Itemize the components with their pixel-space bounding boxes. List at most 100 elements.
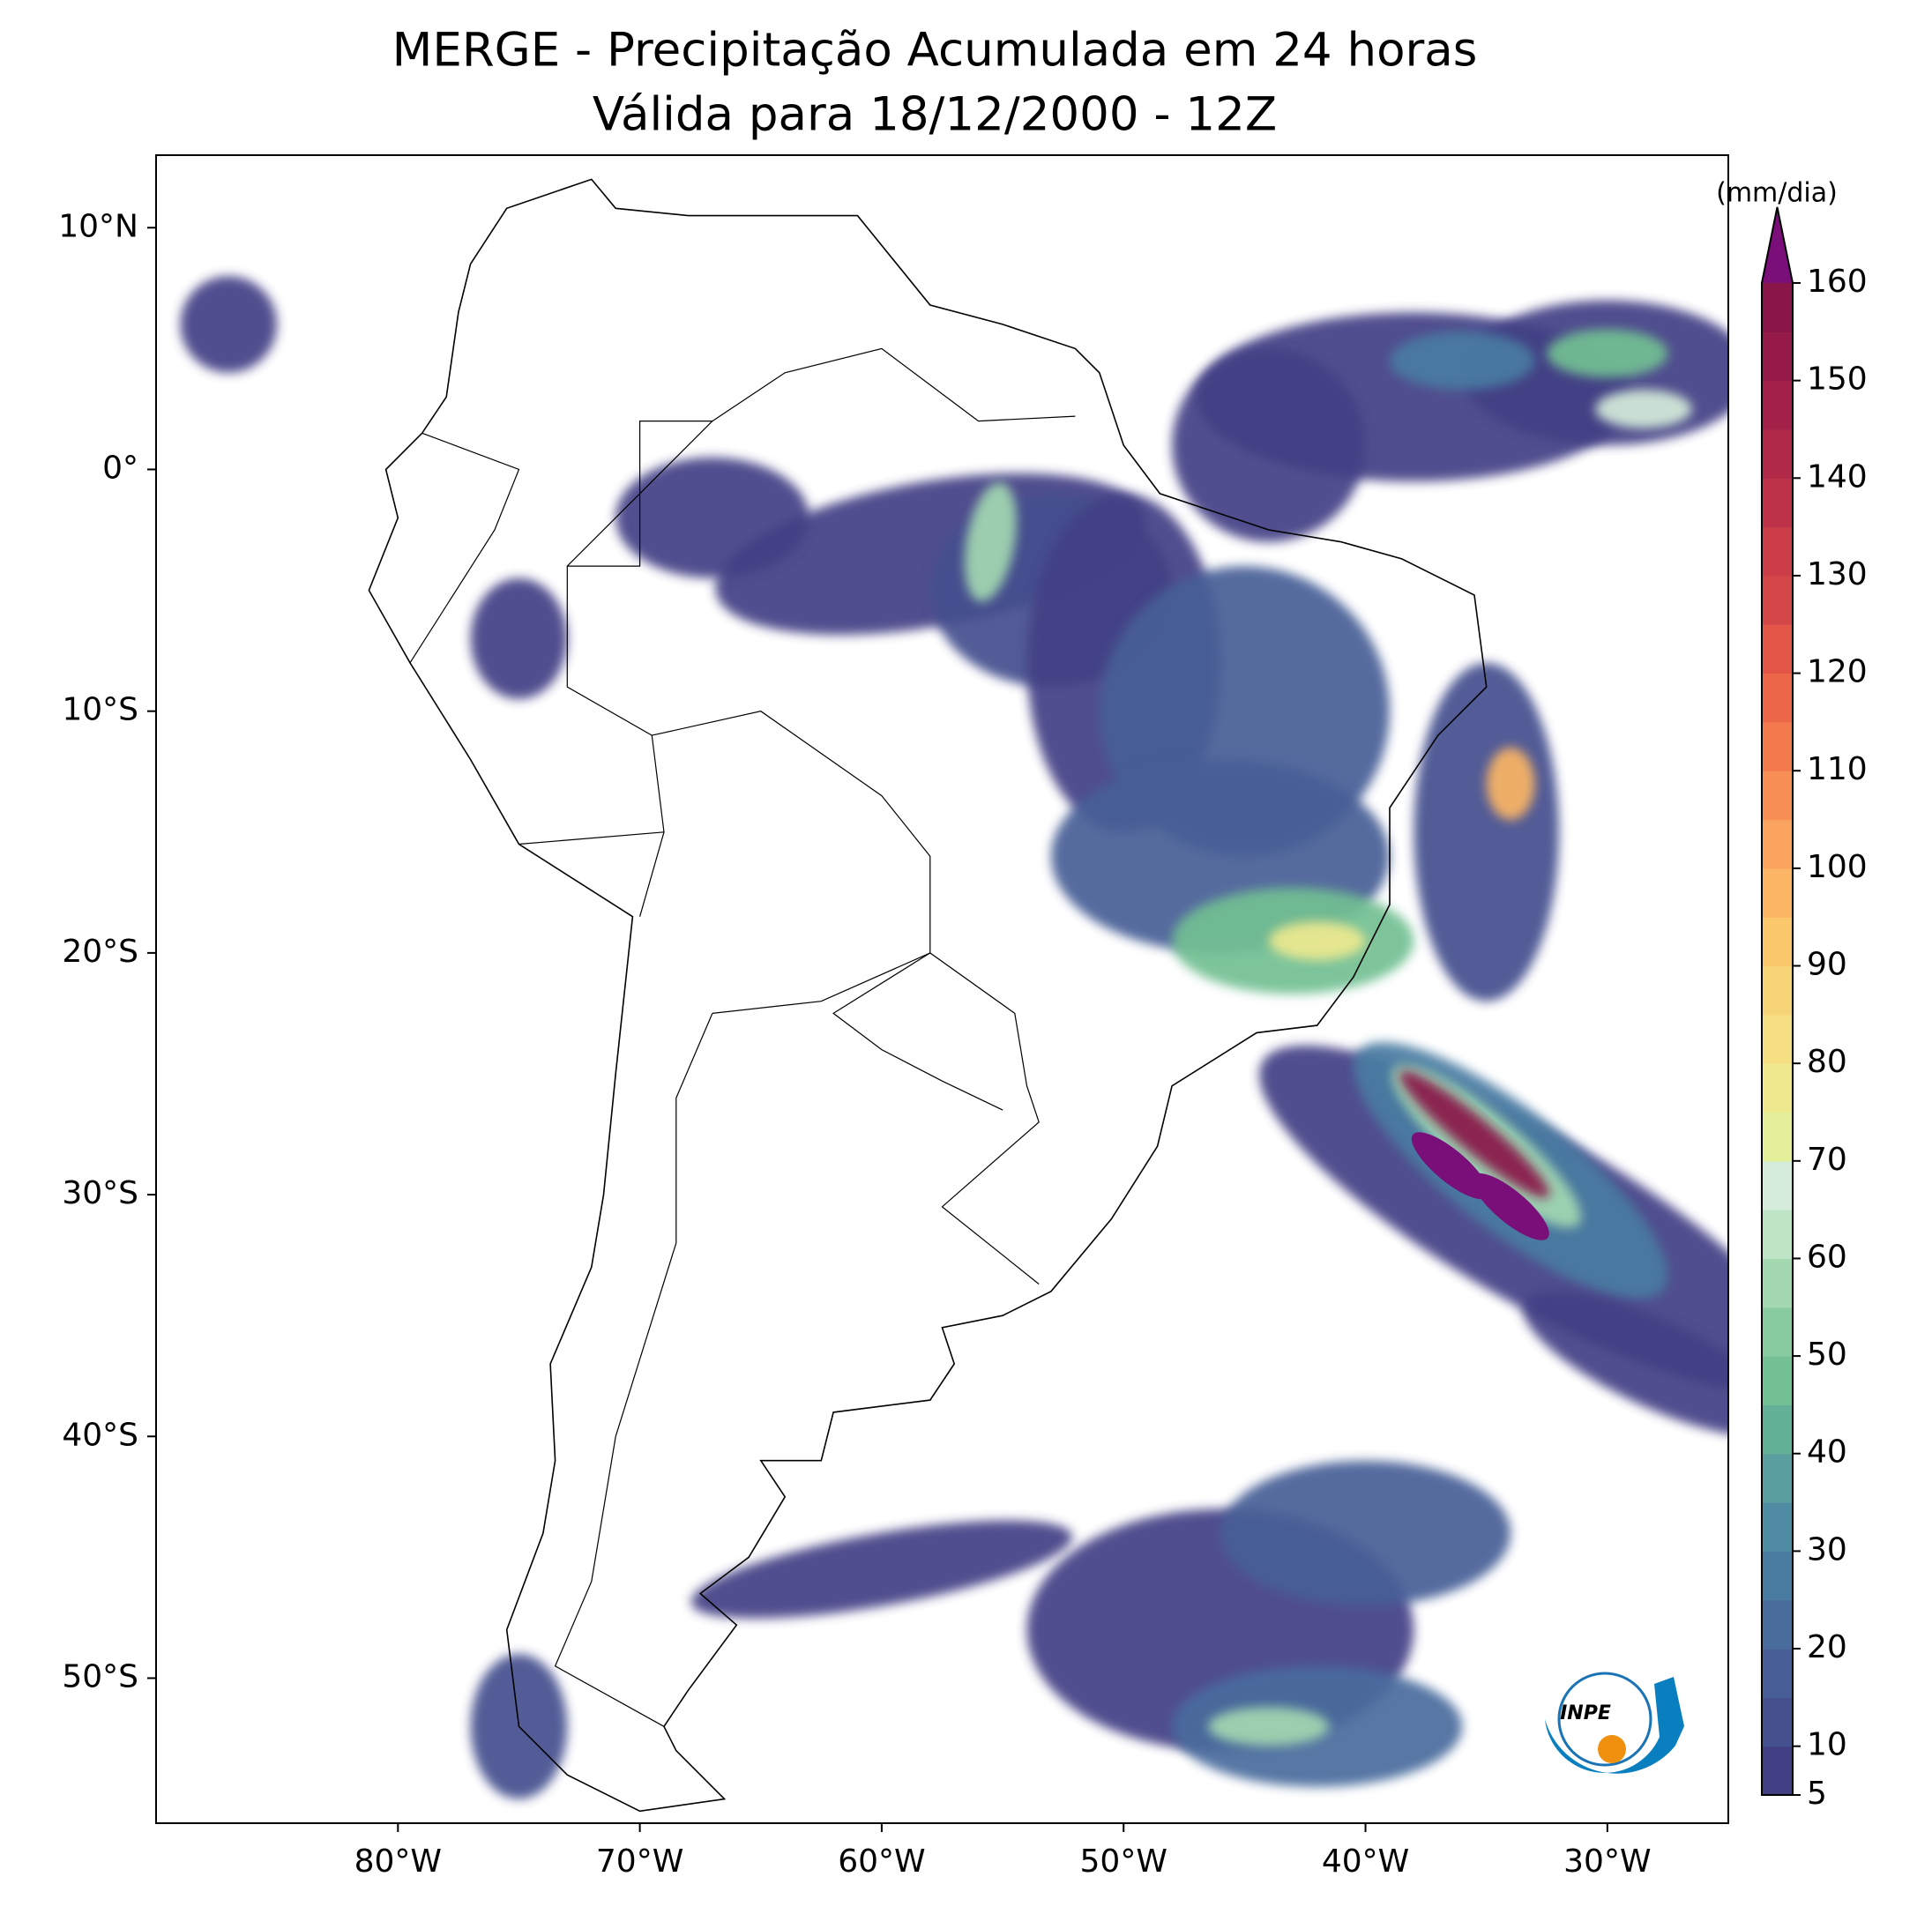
y-tick-label: 40°S — [62, 1417, 138, 1453]
precip-area — [1486, 747, 1535, 821]
colorbar-tick-label: 70 — [1807, 1142, 1847, 1178]
border — [566, 421, 713, 567]
colorbar-bin — [1762, 1551, 1793, 1601]
precip-core — [1472, 1173, 1549, 1240]
colorbar-tick-label: 90 — [1807, 947, 1847, 983]
colorbar-bin — [1762, 965, 1793, 1016]
colorbar: (mm/dia) 5 10 20 30 40 50 60 70 80 90 100 110 120 130 1… — [1716, 178, 1868, 1813]
colorbar-bin — [1762, 1356, 1793, 1406]
x-tick-label: 70°W — [596, 1843, 683, 1880]
colorbar-bin — [1762, 1649, 1793, 1698]
colorbar-bin — [1762, 1063, 1793, 1113]
border — [712, 952, 931, 1014]
map-area — [180, 178, 1728, 1813]
y-tick-label: 0° — [102, 450, 138, 486]
colorbar-bin — [1762, 283, 1793, 332]
logo-arrow — [1545, 1677, 1684, 1774]
precip-area — [1547, 329, 1668, 378]
precip-area — [964, 482, 1017, 602]
y-tick-label: 50°S — [62, 1658, 138, 1694]
colorbar-tick-label: 30 — [1807, 1531, 1847, 1568]
precip-area — [1414, 662, 1559, 1002]
colorbar-tick-label: 80 — [1807, 1044, 1847, 1080]
precip-area — [1523, 1291, 1728, 1437]
colorbar-label: (mm/dia) — [1716, 178, 1838, 209]
precip-area — [1172, 348, 1366, 542]
colorbar-bin — [1762, 1599, 1793, 1650]
colorbar-bin — [1762, 1160, 1793, 1210]
logo: INPE — [1545, 1672, 1684, 1774]
logo-dot — [1598, 1735, 1626, 1763]
logo-orbit — [1557, 1672, 1652, 1767]
colorbar-bin — [1762, 1404, 1793, 1455]
x-tick-label: 30°W — [1563, 1843, 1651, 1880]
x-tick-label: 40°W — [1322, 1843, 1409, 1880]
precip-area — [1389, 331, 1535, 390]
precip-area — [1220, 1460, 1511, 1606]
precip-area — [180, 276, 278, 373]
colorbar-bin — [1762, 868, 1793, 918]
colorbar-bin — [1762, 1697, 1793, 1747]
colorbar-outline — [1761, 206, 1794, 1796]
y-tick-label: 20°S — [62, 934, 138, 970]
x-tick-label: 80°W — [354, 1843, 442, 1880]
colorbar-tick-label: 100 — [1807, 849, 1868, 885]
colorbar-bin — [1762, 673, 1793, 723]
x-tick-label: 50°W — [1080, 1843, 1167, 1880]
colorbar-tick-label: 120 — [1807, 654, 1868, 690]
precip-area — [615, 457, 809, 578]
precip-core — [1411, 1132, 1489, 1200]
colorbar-bin — [1762, 721, 1793, 771]
y-tick-label: 10°S — [62, 692, 138, 728]
border — [832, 952, 1003, 1111]
precip-area — [1208, 1707, 1330, 1746]
colorbar-tick-label: 110 — [1807, 751, 1868, 787]
coastline — [368, 178, 1488, 1813]
colorbar-bin — [1762, 771, 1793, 821]
precip-area — [470, 577, 568, 699]
colorbar-bin — [1762, 624, 1793, 674]
colorbar-bin — [1762, 917, 1793, 967]
y-tick-label: 30°S — [62, 1175, 138, 1211]
border — [652, 711, 1040, 1285]
colorbar-bin — [1762, 1453, 1793, 1503]
colorbar-bin — [1762, 1014, 1793, 1064]
colorbar-tick-label: 5 — [1807, 1776, 1827, 1812]
colorbar-tick-label: 60 — [1807, 1239, 1847, 1275]
colorbar-bin — [1762, 1258, 1793, 1308]
logo-text: INPE — [1560, 1702, 1611, 1724]
colorbar-tick-label: 160 — [1807, 264, 1868, 300]
colorbar-bin — [1762, 380, 1793, 430]
subtitle: Válida para 18/12/2000 - 12Z — [593, 88, 1277, 142]
colorbar-tick-label: 130 — [1807, 556, 1868, 592]
colorbar-bin — [1762, 1307, 1793, 1357]
colorbar-bin — [1762, 1502, 1793, 1552]
colorbar-extend — [1762, 207, 1793, 283]
border — [409, 432, 520, 664]
colorbar-bin — [1762, 331, 1793, 382]
border — [518, 831, 665, 845]
colorbar-tick-label: 10 — [1807, 1727, 1847, 1763]
title: MERGE - Precipitação Acumulada em 24 hor… — [392, 24, 1478, 78]
colorbar-bin — [1762, 478, 1793, 528]
precip-area — [1268, 921, 1366, 961]
colorbar-bin — [1762, 1112, 1793, 1162]
colorbar-tick-label: 40 — [1807, 1434, 1847, 1471]
colorbar-bin — [1762, 1210, 1793, 1260]
colorbar-bin — [1762, 1746, 1793, 1796]
colorbar-bin — [1762, 428, 1793, 479]
colorbar-tick-label: 150 — [1807, 361, 1868, 398]
y-tick-label: 10°N — [58, 208, 138, 244]
colorbar-bin — [1762, 819, 1793, 869]
x-tick-label: 60°W — [838, 1843, 925, 1880]
map-frame — [155, 154, 1729, 1824]
border — [554, 1013, 713, 1727]
precip-area — [1595, 389, 1692, 428]
colorbar-bin — [1762, 526, 1793, 577]
colorbar-tick-label: 20 — [1807, 1629, 1847, 1665]
precip-area — [1399, 1070, 1549, 1198]
precip-area — [690, 1520, 1073, 1619]
colorbar-tick-label: 140 — [1807, 458, 1868, 495]
axes: 80°W 70°W 60°W 50°W 40°W 30°W 10°N 0° 10°S 20°S 30… — [58, 208, 1651, 1880]
